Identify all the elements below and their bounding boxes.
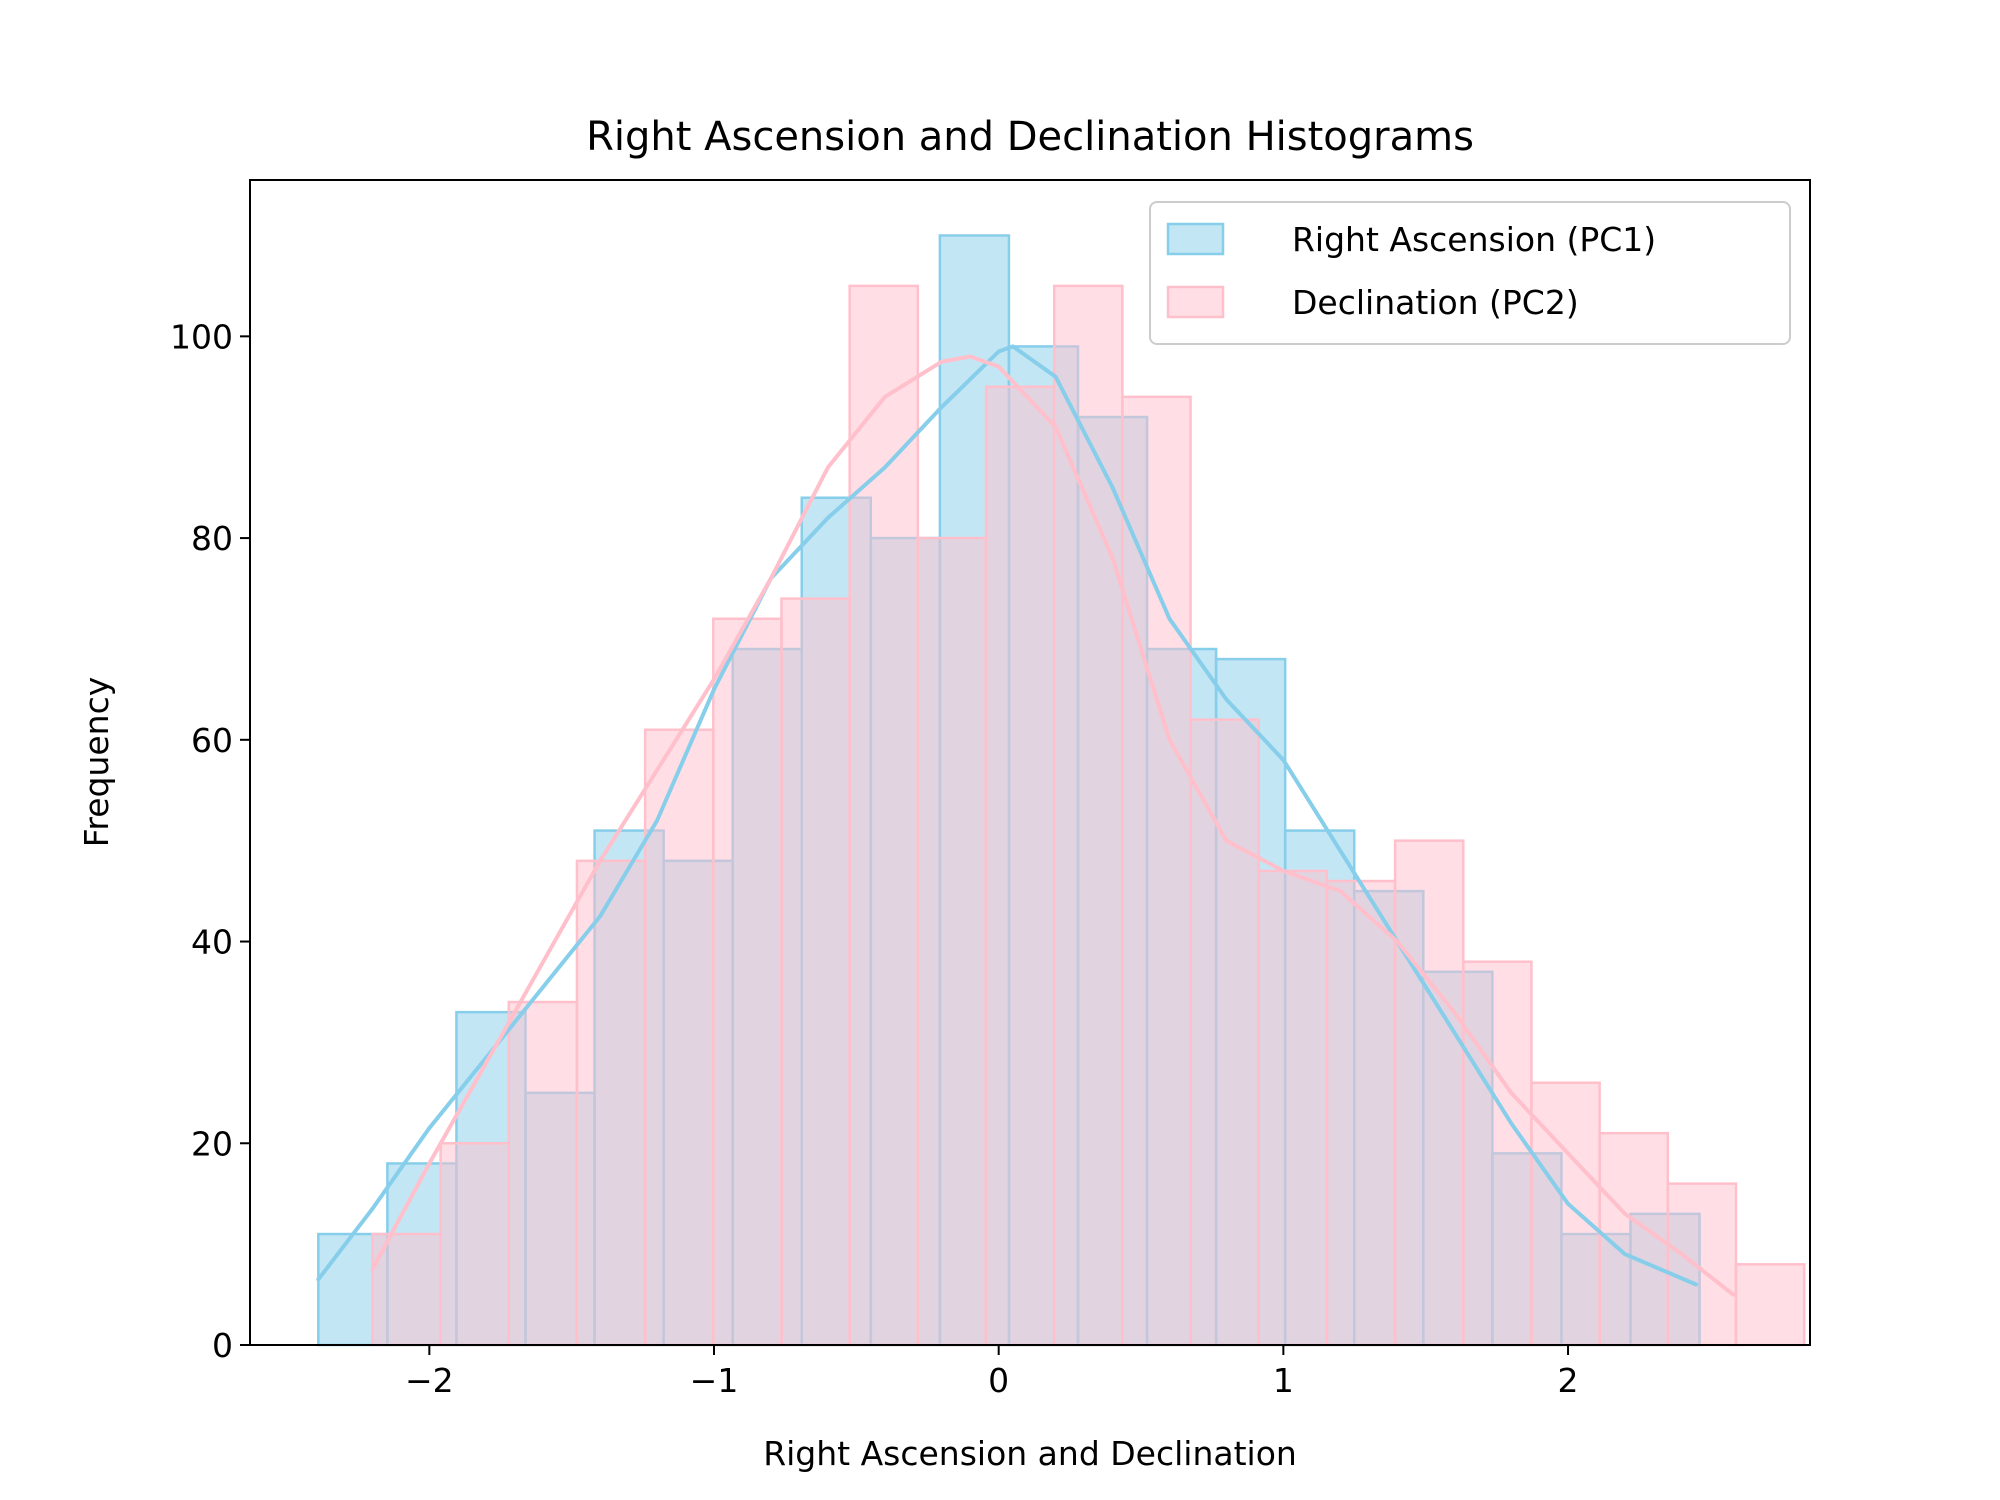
y-axis: 0 20 40 60 80 100 <box>170 317 250 1365</box>
legend-label-right-ascension: Right Ascension (PC1) <box>1292 220 1656 259</box>
histogram-bar <box>712 617 783 1347</box>
histogram-bar <box>1257 869 1329 1347</box>
histogram-bar <box>575 859 647 1347</box>
x-tick-label: −2 <box>405 1361 454 1400</box>
histogram-bar <box>507 1000 579 1347</box>
histogram-bar <box>1121 395 1192 1347</box>
histogram-bar <box>984 385 1056 1347</box>
y-tick-label: 80 <box>191 519 233 558</box>
x-axis: −2 −1 0 1 2 <box>405 1345 1579 1400</box>
legend-swatch-declination <box>1166 285 1225 319</box>
series-declination-bars <box>371 284 1806 1347</box>
histogram-bar <box>1734 1263 1806 1347</box>
histogram-bar <box>1462 960 1533 1347</box>
histogram-bar <box>1666 1182 1738 1347</box>
legend-swatch-right-ascension <box>1166 222 1225 256</box>
plot-area <box>316 234 1806 1347</box>
y-axis-label: Frequency <box>77 677 116 847</box>
histogram-bar <box>1189 718 1260 1347</box>
kde-line-declination <box>370 354 1736 1297</box>
histogram-bar <box>1530 1081 1601 1347</box>
histogram-bar <box>780 597 851 1347</box>
histogram-bar <box>371 1232 442 1347</box>
y-tick-label: 100 <box>170 317 233 356</box>
chart-title: Right Ascension and Declination Histogra… <box>586 114 1474 160</box>
histogram-bar <box>439 1142 511 1347</box>
x-tick-label: 1 <box>1273 1361 1294 1400</box>
x-axis-label: Right Ascension and Declination <box>763 1434 1297 1473</box>
legend: Right Ascension (PC1) Declination (PC2) <box>1149 201 1791 345</box>
axes-frame <box>249 179 1811 1346</box>
x-tick-label: 0 <box>988 1361 1009 1400</box>
histogram-bar <box>916 536 988 1347</box>
histogram-bar <box>643 728 715 1347</box>
y-tick-label: 40 <box>191 923 233 962</box>
legend-box <box>1149 201 1791 345</box>
histogram-bar <box>1393 839 1465 1347</box>
legend-label-declination: Declination (PC2) <box>1292 283 1579 322</box>
y-tick-label: 0 <box>212 1326 233 1365</box>
y-tick-label: 60 <box>191 721 233 760</box>
x-tick-label: −1 <box>690 1361 739 1400</box>
x-tick-label: 2 <box>1558 1361 1579 1400</box>
kde-line-right-ascension <box>316 344 1699 1287</box>
histogram-bar <box>1598 1131 1670 1347</box>
histogram-bar <box>1325 879 1397 1347</box>
histogram-bar <box>1052 284 1124 1347</box>
y-tick-label: 20 <box>191 1124 233 1163</box>
